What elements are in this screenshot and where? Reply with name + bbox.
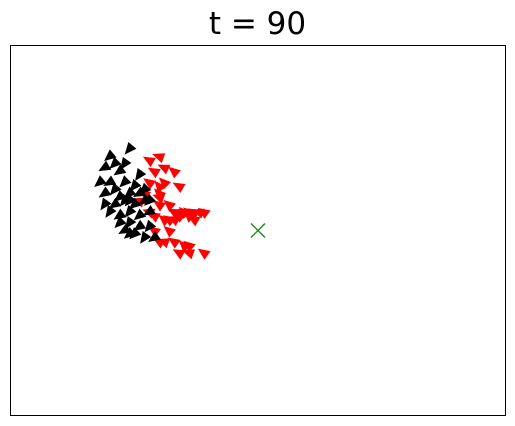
marker-series-1-5: [113, 164, 127, 176]
marker-series-1-30: [144, 219, 157, 233]
marker-series-0-7: [172, 182, 186, 194]
marker-series-0-1: [152, 153, 166, 164]
marker-series-0-5: [154, 180, 167, 194]
marker-series-1-21: [144, 193, 157, 206]
marker-series-1-8: [103, 175, 117, 186]
marker-series-1-4: [120, 156, 132, 170]
marker-series-1-2: [98, 160, 112, 172]
marker-series-1-34: [140, 230, 152, 244]
marker-series-1-0: [104, 149, 117, 162]
marker-series-0-20: [187, 215, 201, 227]
marker-series-0-31: [183, 240, 196, 253]
marker-series-0-23: [158, 214, 171, 227]
marker-series-0-10: [163, 200, 176, 212]
marker-series-0-37: [147, 167, 161, 179]
marker-series-1-16: [100, 197, 112, 211]
marker-series-0-9: [153, 200, 166, 212]
marker-series-1-11: [98, 186, 112, 198]
marker-series-1-27: [114, 215, 127, 229]
marker-series-1-29: [133, 219, 147, 231]
marker-series-1-17: [108, 197, 122, 209]
marker-series-0-6: [158, 177, 172, 190]
marker-series-0-29: [167, 237, 181, 249]
marker-series-0-2: [168, 166, 181, 179]
marker-series-1-26: [142, 205, 156, 216]
marker-series-0-28: [157, 238, 171, 249]
marker-series-1-6: [129, 179, 142, 192]
marker-series-1-32: [118, 223, 132, 235]
marker-series-0-36: [153, 188, 167, 201]
marker-series-1-33: [129, 227, 142, 240]
marker-series-1-12: [109, 182, 122, 196]
marker-series-1-15: [139, 182, 152, 195]
marker-series-0-32: [172, 249, 186, 260]
marker-series-1-7: [94, 175, 107, 187]
marker-series-0-4: [143, 178, 157, 190]
marker-series-1-9: [119, 175, 132, 188]
marker-series-0-35: [163, 225, 176, 238]
marker-series-1-1: [124, 142, 137, 155]
marker-series-1-10: [135, 168, 147, 181]
marker-series-1-25: [133, 208, 147, 221]
marker-series-1-19: [128, 197, 142, 210]
target-x-marker: [250, 222, 266, 239]
target-x-stroke-1: [250, 222, 266, 239]
marker-series-0-3: [157, 164, 171, 175]
marker-series-0-0: [142, 156, 156, 168]
marker-series-1-3: [109, 156, 122, 169]
marker-series-1-28: [125, 216, 137, 229]
marker-series-0-34: [197, 248, 211, 260]
marker-series-1-35: [148, 230, 161, 242]
marker-series-1-24: [124, 204, 137, 218]
chart-title: t = 90: [208, 6, 307, 42]
marker-series-0-18: [197, 207, 211, 220]
marker-series-1-36: [124, 193, 137, 207]
data-markers: [94, 142, 266, 260]
marker-series-1-22: [105, 205, 117, 218]
marker-series-1-37: [113, 190, 127, 202]
marker-series-0-33: [182, 249, 196, 260]
